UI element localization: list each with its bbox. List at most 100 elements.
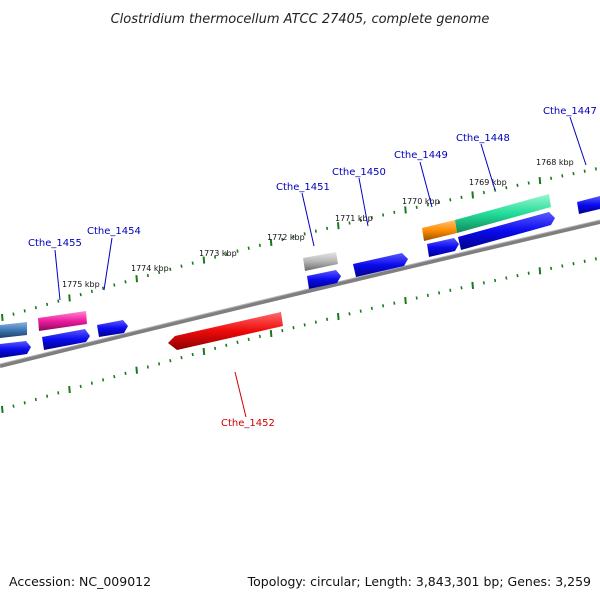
leader-cthe-1451 [301, 192, 315, 247]
gene-feature-blue-left[interactable] [0, 341, 31, 358]
gene-feature-steel[interactable] [0, 322, 27, 338]
gene-feature-cthe-1455[interactable] [38, 311, 87, 331]
inner-tick [314, 320, 317, 324]
inner-tick [359, 309, 362, 313]
inner-tick [214, 346, 217, 351]
gene-feature-blue-below-1455[interactable] [42, 329, 90, 350]
inner-tick [449, 288, 452, 292]
outer-tick [527, 181, 530, 185]
outer-tick [258, 243, 261, 247]
outer-tick [359, 218, 362, 222]
gene-feature-blue-below-1448[interactable] [458, 212, 555, 250]
inner-tick [494, 278, 497, 283]
inner-tick [370, 306, 373, 311]
gene-label-cthe-1449[interactable]: Cthe_1449 [394, 150, 448, 161]
outer-tick [269, 238, 273, 246]
gene-label-cthe-1448[interactable]: Cthe_1448 [456, 133, 510, 144]
inner-tick [337, 312, 340, 321]
outer-tick [158, 270, 161, 275]
inner-tick [102, 378, 105, 382]
inner-tick [225, 343, 228, 347]
inner-tick [79, 384, 82, 389]
gene-feature-cthe-1448[interactable] [455, 194, 551, 233]
ruler-label-1770: 1770 kbp [402, 197, 440, 206]
outer-tick [382, 213, 385, 217]
leader-cthe-1447 [569, 116, 587, 166]
outer-tick [12, 312, 15, 316]
inner-tick [415, 296, 418, 300]
map-title: Clostridium thermocellum ATCC 27405, com… [111, 12, 490, 27]
leader-cthe-1448 [480, 143, 496, 191]
ruler-label-1775: 1775 kbp [62, 280, 100, 289]
outer-tick [236, 249, 239, 253]
inner-tick [269, 329, 273, 338]
outer-tick [34, 305, 37, 310]
inner-tick [561, 264, 564, 268]
inner-tick [202, 347, 206, 355]
gene-label-cthe-1447[interactable]: Cthe_1447 [543, 106, 597, 117]
gene-feature-cthe-1452[interactable] [168, 312, 283, 350]
outer-tick [113, 283, 116, 287]
gene-feature-cthe-1447[interactable] [577, 196, 600, 214]
inner-tick [426, 293, 429, 298]
gene-label-cthe-1455[interactable]: Cthe_1455 [28, 238, 82, 249]
ruler-label-1768: 1768 kbp [536, 158, 574, 167]
gene-feature-blue-below-1449[interactable] [427, 238, 459, 257]
gene-leader-lines [54, 116, 587, 418]
ruler-label-1769: 1769 kbp [469, 178, 507, 187]
outer-tick [146, 273, 149, 278]
leader-cthe-1452 [234, 371, 247, 418]
outer-tick [79, 292, 82, 297]
gene-label-cthe-1451[interactable]: Cthe_1451 [276, 182, 330, 193]
outer-tick [583, 169, 586, 173]
inner-tick [68, 386, 71, 394]
outer-tick [348, 221, 351, 225]
gene-feature-cthe-1450[interactable] [353, 253, 408, 277]
inner-tick [348, 312, 351, 316]
inner-tick [57, 391, 60, 395]
inner-tick [572, 262, 575, 266]
outer-tick [135, 275, 138, 283]
gene-feature-cthe-1449[interactable] [422, 220, 457, 241]
gene-feature-cthe-1451[interactable] [303, 252, 338, 271]
leader-cthe-1455 [54, 249, 61, 301]
inner-tick [12, 404, 15, 408]
inner-tick [146, 365, 149, 369]
outer-tick [393, 210, 396, 215]
inner-tick [90, 381, 93, 385]
inner-tick [594, 257, 597, 261]
ruler-label-1772: 1772 kbp [267, 233, 305, 242]
outer-tick [337, 222, 340, 230]
outer-tick [1, 313, 4, 321]
outer-tick [23, 309, 26, 313]
inner-tick [527, 271, 530, 275]
inner-tick [538, 267, 542, 275]
inner-tick [438, 291, 441, 295]
inner-tick [247, 337, 250, 342]
outer-tick [46, 302, 49, 307]
outer-tick [594, 167, 597, 171]
inner-tick [135, 366, 138, 374]
outer-tick [191, 261, 194, 265]
ruler-ticks-outer [1, 167, 597, 321]
gene-label-cthe-1454[interactable]: Cthe_1454 [87, 226, 141, 237]
inner-tick [326, 317, 329, 321]
gene-feature-blue-below-1451[interactable] [307, 270, 341, 289]
outer-tick [247, 246, 250, 250]
outer-tick [102, 286, 105, 290]
outer-tick [426, 203, 429, 207]
inner-tick [471, 281, 474, 289]
ruler-ticks-inner [1, 257, 597, 413]
outer-tick [68, 294, 71, 302]
gene-label-cthe-1452[interactable]: Cthe_1452 [221, 418, 275, 429]
genome-backbone [0, 220, 600, 368]
inner-tick [482, 281, 485, 285]
outer-tick [370, 216, 373, 220]
inner-tick [281, 328, 284, 333]
inner-tick [236, 340, 239, 344]
gene-feature-cthe-1454[interactable] [97, 320, 128, 337]
outer-tick [460, 195, 463, 200]
gene-label-cthe-1450[interactable]: Cthe_1450 [332, 167, 386, 178]
inner-tick [23, 401, 26, 405]
